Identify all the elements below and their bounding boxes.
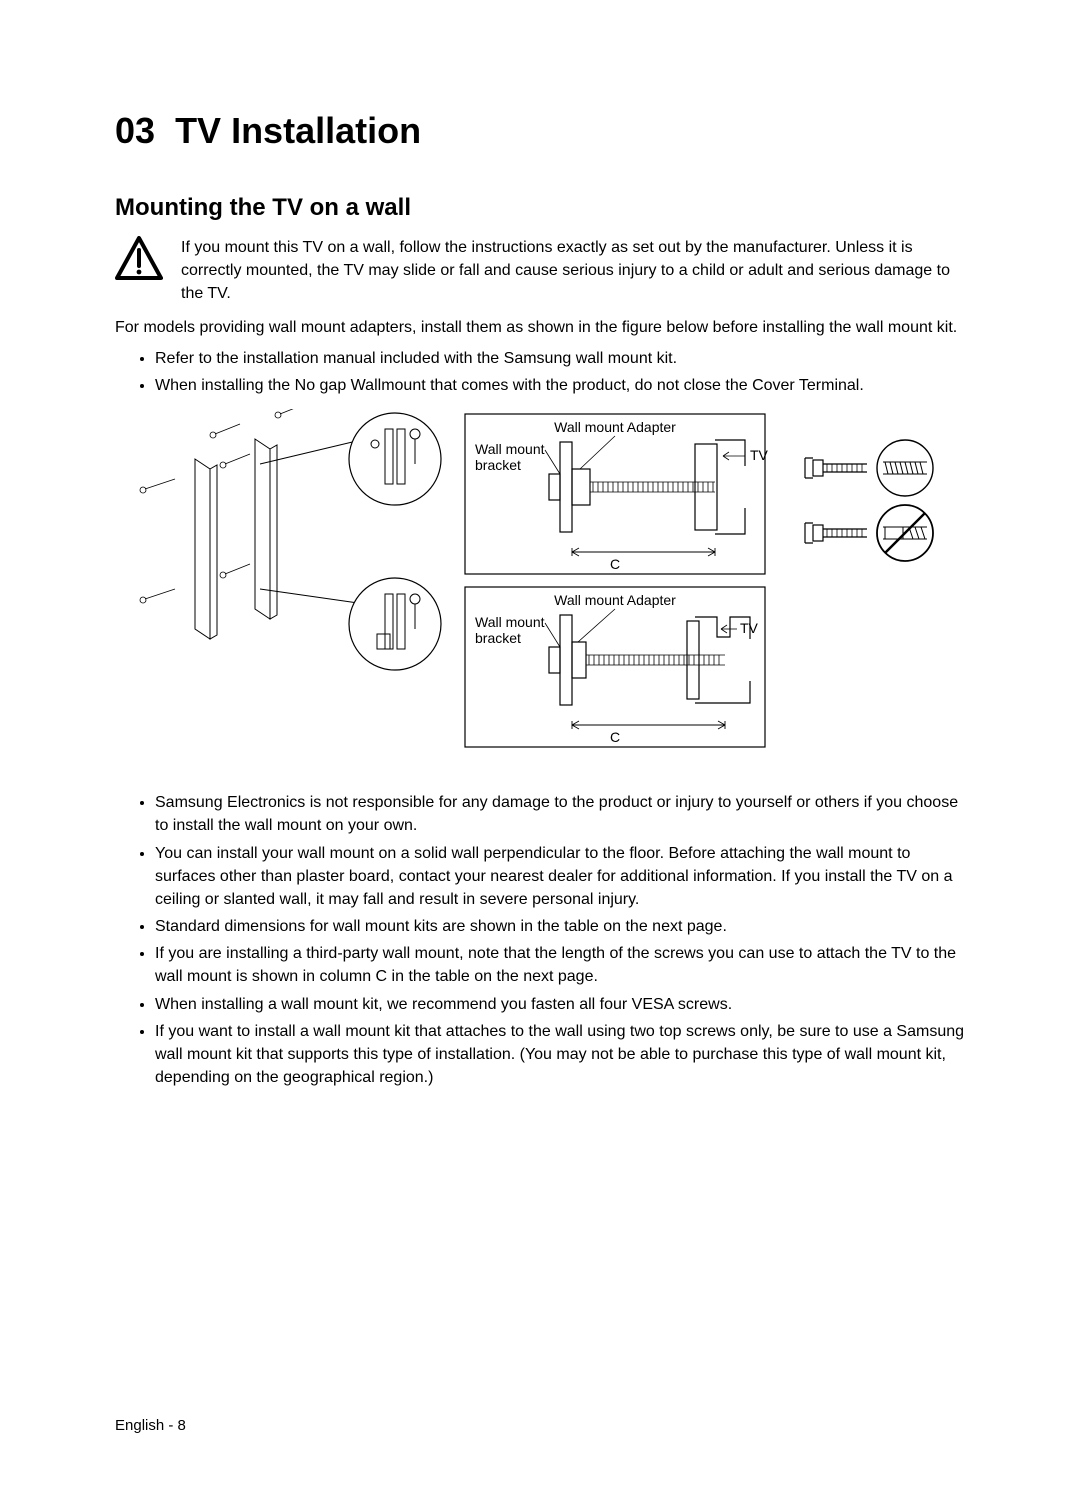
warning-block: If you mount this TV on a wall, follow t… — [115, 236, 965, 306]
list-item: When installing the No gap Wallmount tha… — [155, 374, 965, 397]
list-item: When installing a wall mount kit, we rec… — [155, 993, 965, 1016]
figure-label-bracket1: Wall mount — [475, 614, 545, 630]
manual-page: 03 TV Installation Mounting the TV on a … — [0, 0, 1080, 1494]
page-footer: English - 8 — [115, 1417, 186, 1434]
bottom-bullet-list: Samsung Electronics is not responsible f… — [115, 791, 965, 1089]
figure-label-bracket1: Wall mount — [475, 441, 545, 457]
footer-language: English — [115, 1417, 164, 1434]
figure-label-adapter: Wall mount Adapter — [554, 419, 676, 435]
footer-separator: - — [164, 1417, 177, 1434]
figure-label-tv: TV — [750, 447, 769, 463]
chapter-name: TV Installation — [175, 110, 421, 151]
footer-page-number: 8 — [178, 1417, 186, 1434]
figure-label-c: C — [610, 729, 620, 745]
list-item: If you want to install a wall mount kit … — [155, 1020, 965, 1090]
figure-label-c: C — [610, 556, 620, 572]
figure-label-adapter: Wall mount Adapter — [554, 592, 676, 608]
figure-label-bracket2: bracket — [475, 630, 521, 646]
installation-figure: Wall mount Adapter Wall mount bracket TV… — [115, 409, 965, 769]
list-item: Refer to the installation manual include… — [155, 347, 965, 370]
chapter-title: 03 TV Installation — [115, 110, 965, 152]
section-title: Mounting the TV on a wall — [115, 194, 965, 222]
intro-paragraph: For models providing wall mount adapters… — [115, 316, 965, 339]
top-bullet-list: Refer to the installation manual include… — [115, 347, 965, 397]
warning-icon — [115, 236, 163, 285]
chapter-number: 03 — [115, 110, 155, 151]
list-item: Standard dimensions for wall mount kits … — [155, 915, 965, 938]
list-item: You can install your wall mount on a sol… — [155, 842, 965, 912]
list-item: Samsung Electronics is not responsible f… — [155, 791, 965, 837]
figure-label-tv: TV — [740, 620, 759, 636]
warning-text: If you mount this TV on a wall, follow t… — [181, 236, 965, 306]
list-item: If you are installing a third-party wall… — [155, 942, 965, 988]
figure-label-bracket2: bracket — [475, 457, 521, 473]
